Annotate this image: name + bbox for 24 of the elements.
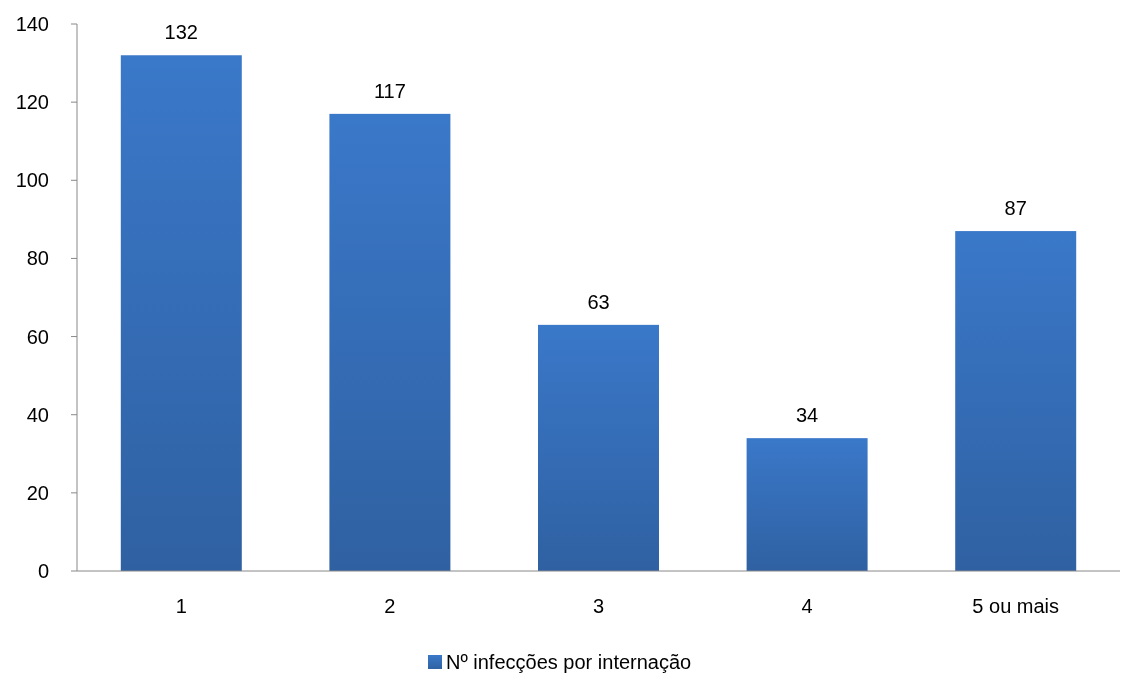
- y-tick-label: 140: [15, 13, 49, 35]
- x-tick-label: 3: [592, 595, 605, 617]
- bar: [955, 231, 1077, 571]
- y-tick-label: 60: [26, 325, 49, 348]
- y-tick-label: 0: [37, 560, 49, 582]
- x-tick-label: 1: [175, 595, 187, 617]
- x-tick-label: 5 ou mais: [972, 595, 1060, 617]
- y-tick-label: 100: [15, 169, 49, 192]
- y-tick-label: 40: [26, 403, 49, 426]
- bar: [746, 438, 868, 571]
- y-tick-label: 20: [26, 481, 49, 504]
- legend-label: Nº infecções por internação: [446, 651, 692, 673]
- data-label: 132: [164, 21, 198, 44]
- y-tick-label: 120: [15, 91, 49, 114]
- data-label: 117: [373, 79, 406, 102]
- data-label: 63: [587, 290, 610, 313]
- data-label: 34: [795, 404, 819, 427]
- bar: [120, 55, 242, 571]
- data-label: 87: [1004, 197, 1027, 220]
- bar: [538, 324, 659, 571]
- y-tick-label: 80: [26, 247, 49, 270]
- x-tick-label: 2: [384, 595, 396, 617]
- x-tick-label: 4: [801, 595, 813, 617]
- bar: [329, 113, 451, 571]
